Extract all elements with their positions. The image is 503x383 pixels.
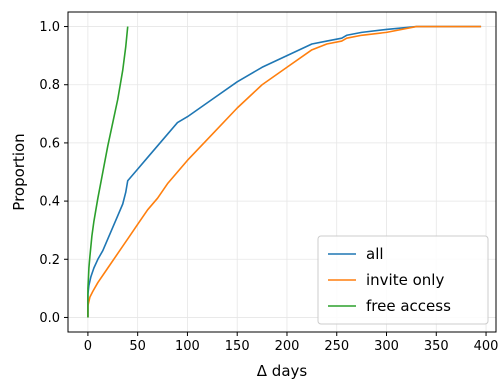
series-lines [87, 25, 482, 318]
plot-frame [67, 11, 497, 333]
y-axis-ticks: 0.0 0.2 0.4 0.6 0.8 1.0 [39, 20, 68, 326]
x-tick-label: 50 [129, 339, 146, 354]
x-axis-ticks: 0 50 100 150 200 250 300 350 400 [84, 332, 499, 354]
x-tick-label: 350 [424, 339, 449, 354]
y-tick-label: 1.0 [39, 20, 60, 35]
y-tick-label: 0.6 [39, 136, 60, 151]
x-tick-label: 300 [374, 339, 399, 354]
x-tick-label: 200 [275, 339, 300, 354]
y-tick-label: 0.4 [39, 195, 60, 210]
legend: all invite only free access [317, 235, 489, 325]
series-line-2 [87, 25, 482, 318]
x-tick-label: 150 [225, 339, 250, 354]
legend-label: free access [366, 297, 451, 315]
legend-label: invite only [366, 271, 444, 289]
x-axis-label: Δ days [257, 362, 308, 380]
y-tick-label: 0.2 [39, 253, 60, 268]
series-line-3 [87, 26, 129, 318]
x-tick-label: 0 [84, 339, 92, 354]
legend-label: all [366, 245, 384, 263]
legend-box [317, 235, 489, 325]
x-tick-label: 400 [474, 339, 499, 354]
x-tick-label: 100 [175, 339, 200, 354]
y-tick-label: 0.8 [39, 78, 60, 93]
y-axis-label: Proportion [10, 133, 28, 210]
x-tick-label: 250 [324, 339, 349, 354]
series-line-1 [87, 25, 482, 318]
y-tick-label: 0.0 [39, 311, 60, 326]
